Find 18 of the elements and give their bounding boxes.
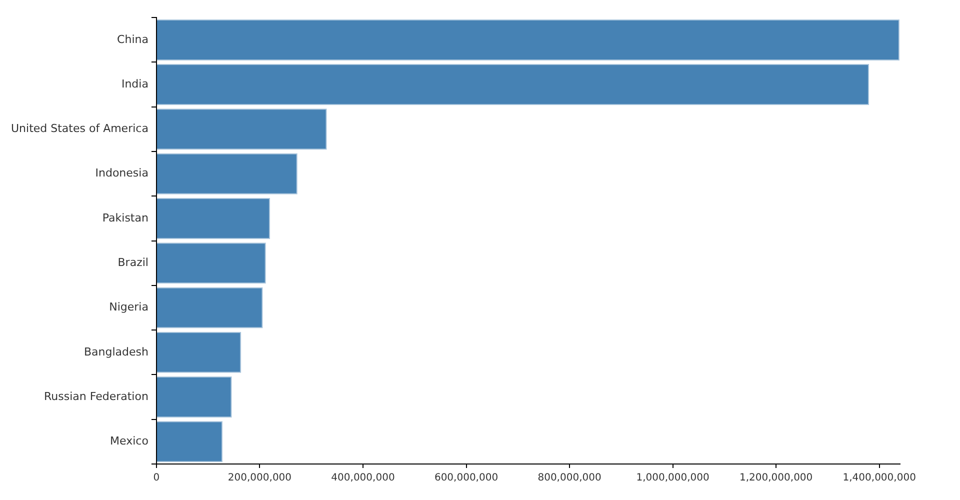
y-tick-label: Pakistan [102, 211, 148, 224]
y-tick-label: China [117, 32, 148, 46]
x-tick-label: 200,000,000 [228, 472, 292, 484]
y-tick-label: India [121, 77, 148, 90]
y-tick-label: Bangladesh [84, 345, 148, 358]
y-tick-label: United States of America [10, 122, 148, 136]
x-tick-label: 600,000,000 [434, 472, 498, 484]
y-tick-label: Brazil [118, 256, 148, 269]
x-tick-label: 1,200,000,000 [739, 472, 813, 484]
x-tick-label: 1,400,000,000 [842, 472, 916, 484]
x-tick-label: 1,000,000,000 [636, 472, 710, 484]
x-tick-label: 800,000,000 [538, 472, 602, 484]
y-tick-label: Russian Federation [44, 390, 148, 403]
y-tick-label: Mexico [110, 434, 149, 448]
x-tick-label: 400,000,000 [331, 472, 395, 484]
y-tick-label: Nigeria [109, 300, 148, 314]
x-tick-label: 0 [153, 472, 160, 484]
y-tick-label: Indonesia [95, 166, 148, 180]
